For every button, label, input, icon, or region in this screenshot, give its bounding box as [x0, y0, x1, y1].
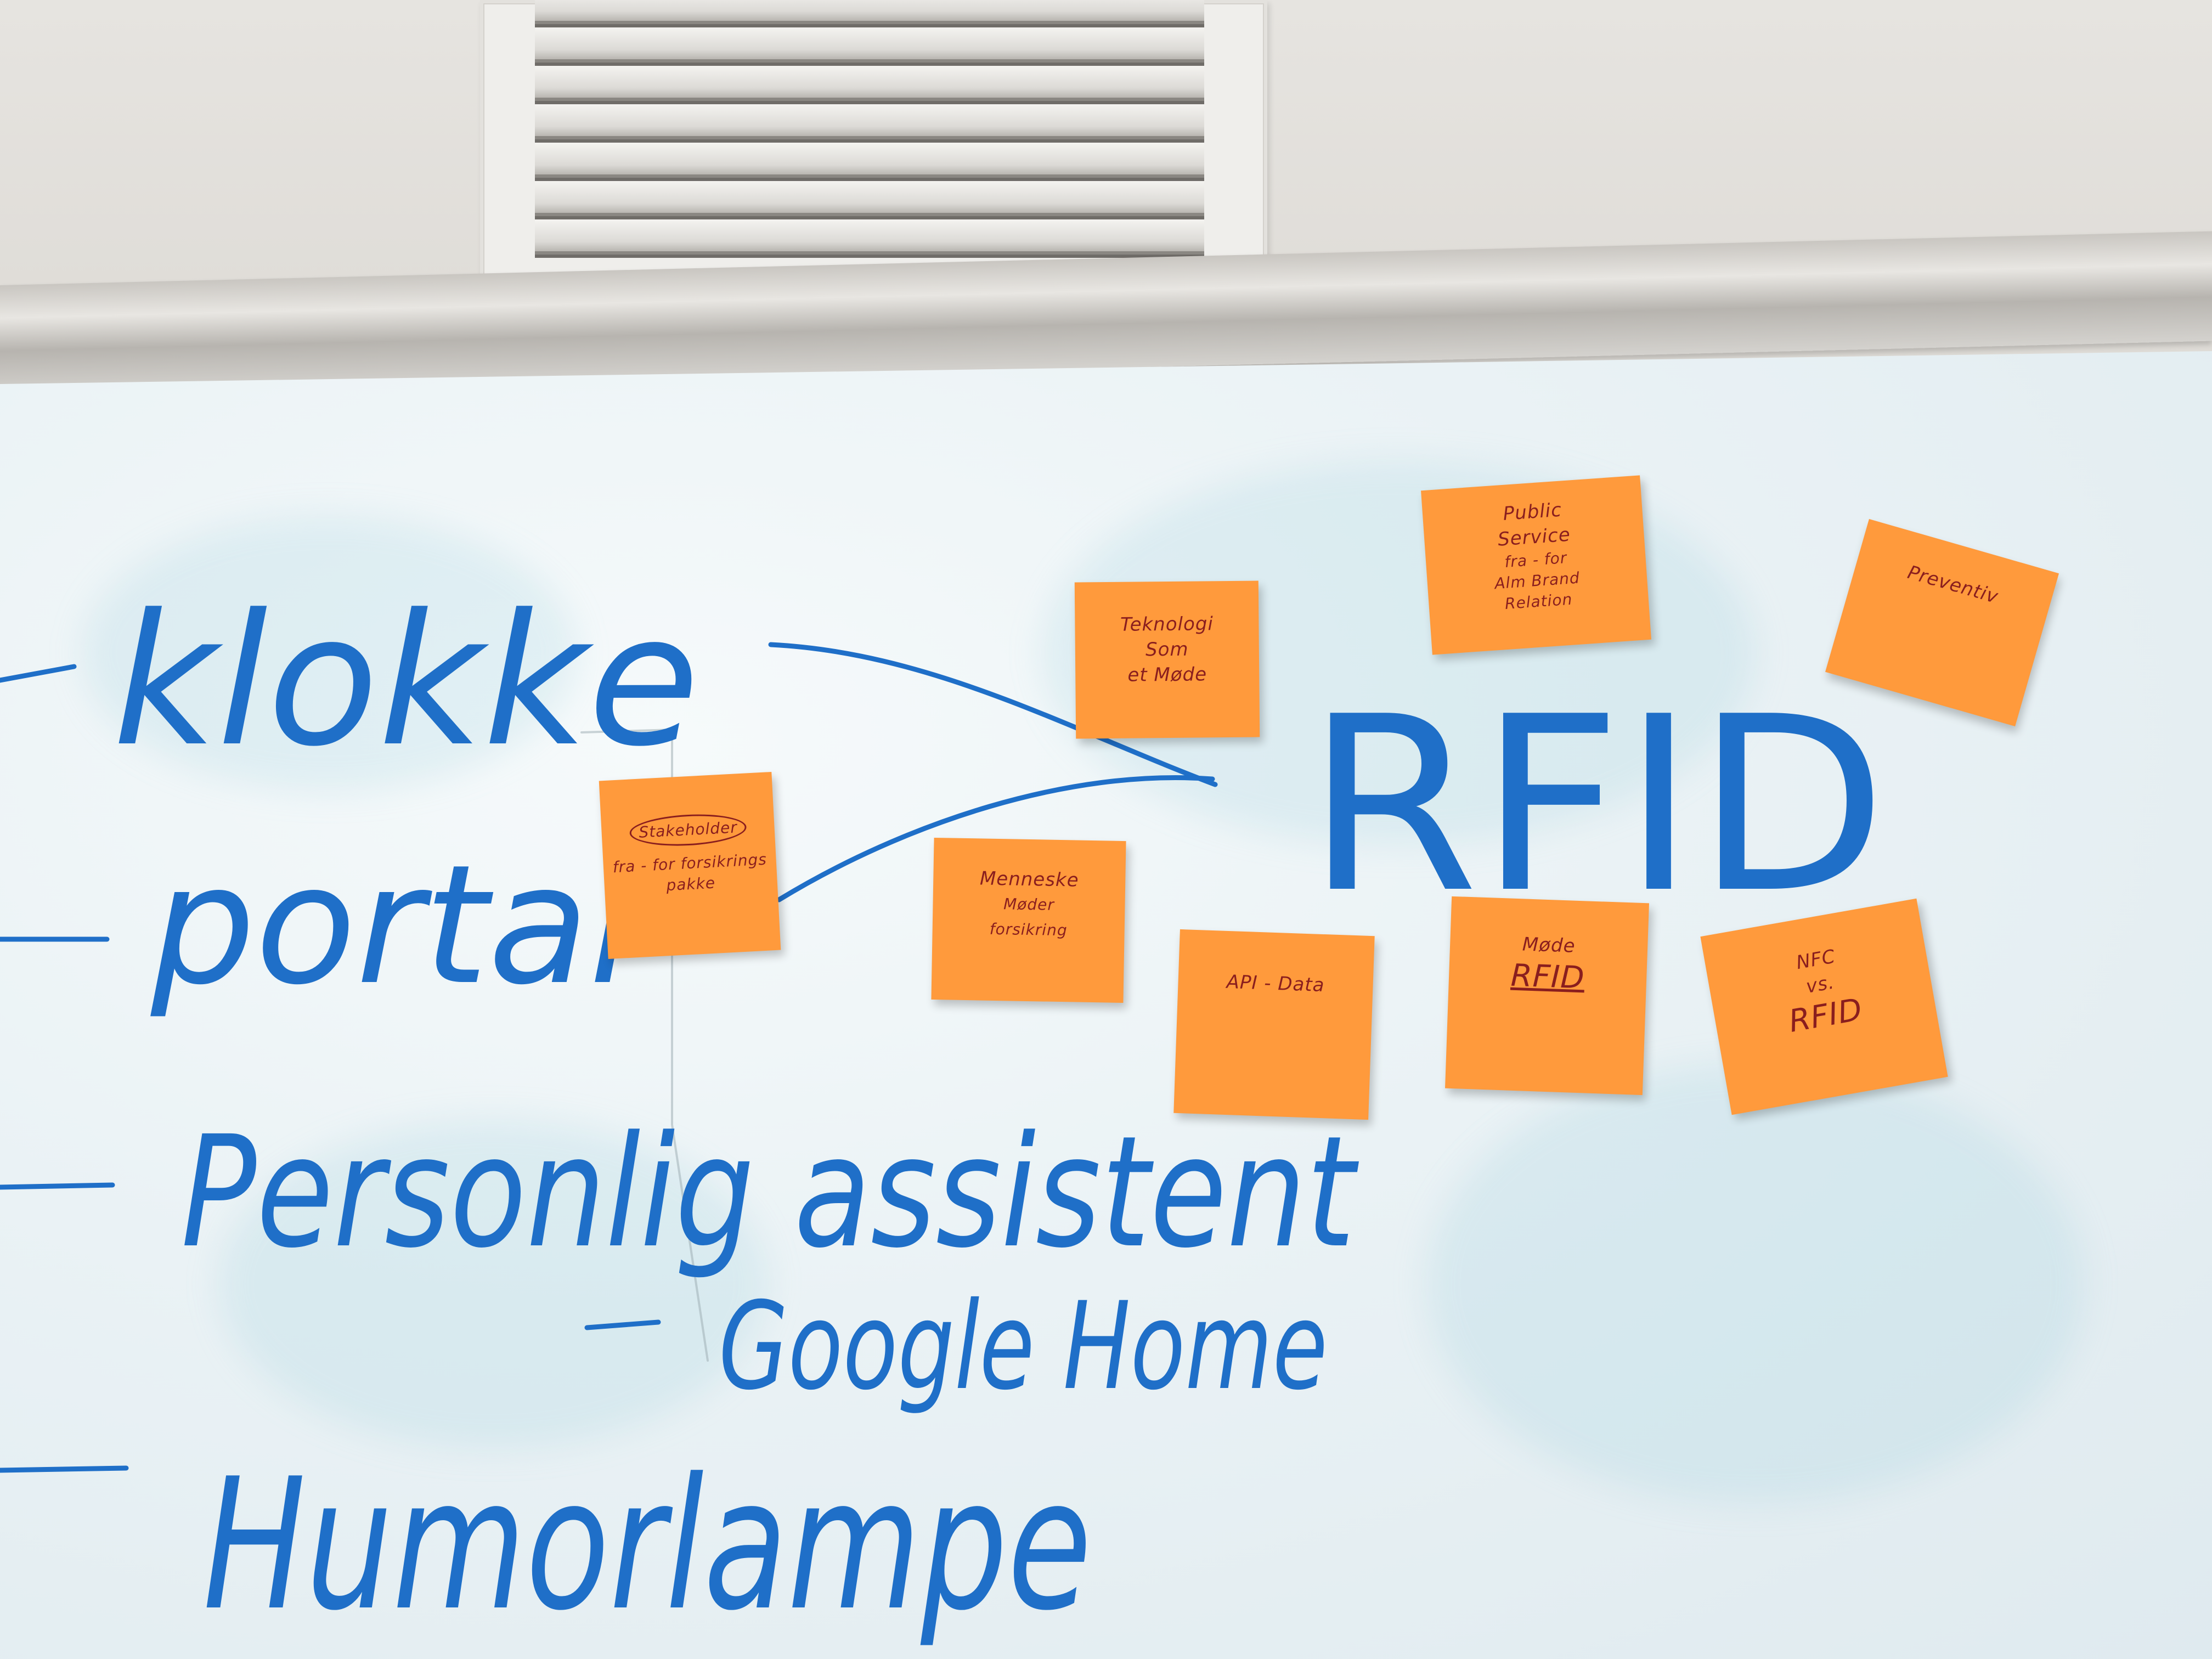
sticky-note-stakeholder: Stakeholder fra - for forsikrings pakke	[599, 771, 781, 960]
whiteboard	[0, 351, 2212, 1659]
connector-line	[768, 642, 1218, 787]
bullet-dash	[0, 664, 77, 683]
sticky-note-menneske: Menneske Møder forsikring	[931, 837, 1126, 1003]
center-word-rfid: RFID	[1306, 665, 1887, 946]
air-vent-grille	[535, 0, 1204, 258]
bullet-dash	[0, 1182, 115, 1190]
bullet-dash	[0, 1465, 129, 1473]
list-item-personlig-assistent: Personlig assistent	[181, 1103, 1361, 1282]
list-item-klokke: klokke	[112, 575, 699, 786]
sub-bullet-dash	[584, 1319, 661, 1330]
list-item-portal: portal	[148, 830, 635, 1021]
sticky-note-api-data: API - Data	[1173, 929, 1375, 1120]
sticky-note-nfc-vs-rfid: NFC vs. RFID	[1700, 898, 1948, 1115]
list-item-humorlampe: Humorlampe	[203, 1440, 1092, 1650]
connector-line	[776, 775, 1215, 902]
sticky-note-public-service: Public Service fra - for Alm Brand Relat…	[1421, 475, 1651, 655]
sticky-note-teknologi: Teknologi Som et Møde	[1074, 580, 1260, 739]
list-item-google-home: Google Home	[719, 1276, 1328, 1417]
sticky-note-mode-rfid: Møde RFID	[1445, 896, 1649, 1096]
